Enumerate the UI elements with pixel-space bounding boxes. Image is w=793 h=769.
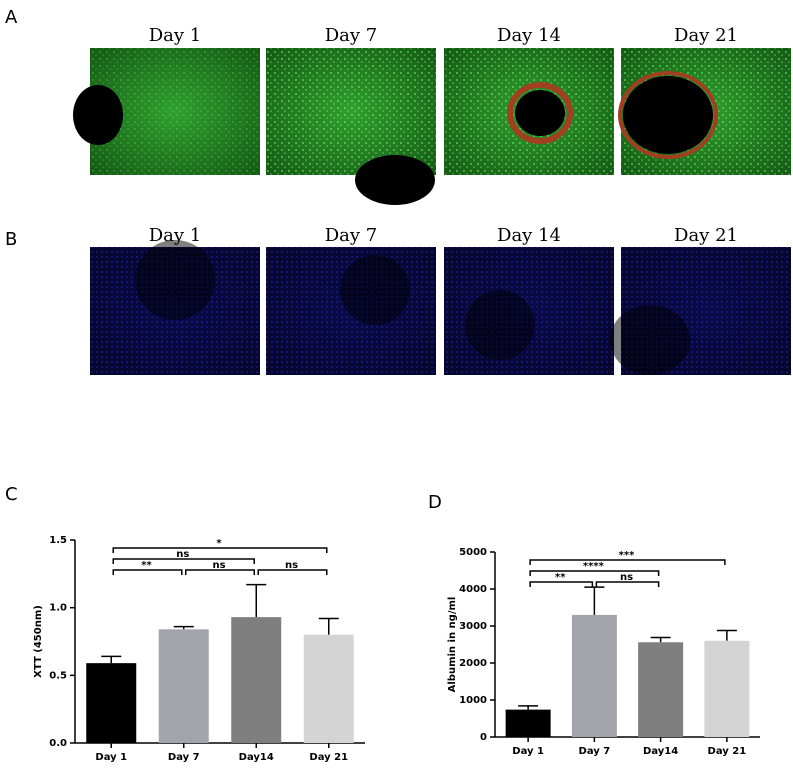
image-title: Day 7 <box>325 25 378 46</box>
x-tick-label: Day14 <box>643 746 678 757</box>
y-axis-label: Albumin in ng/ml <box>447 597 458 693</box>
image-title: Day 14 <box>497 225 561 246</box>
significance-label: ns <box>212 560 225 571</box>
y-tick-label: 2000 <box>459 658 487 669</box>
y-tick-label: 1.0 <box>49 603 67 614</box>
image-title: Day 7 <box>325 225 378 246</box>
significance-bracket <box>529 570 660 576</box>
y-tick-label: 0 <box>480 732 487 743</box>
y-tick-label: 3000 <box>459 621 487 632</box>
y-tick-label: 5000 <box>459 547 487 558</box>
bar <box>704 640 750 737</box>
image-title: Day 21 <box>674 225 738 246</box>
bar <box>505 709 551 737</box>
significance-label: ns <box>620 572 633 583</box>
image-title: Day 1 <box>149 225 202 246</box>
significance-label: ns <box>285 560 298 571</box>
y-tick-label: 1.5 <box>49 535 67 546</box>
significance-label: ns <box>176 549 189 560</box>
x-tick-label: Day 1 <box>512 746 544 757</box>
x-tick-label: Day 7 <box>579 746 611 757</box>
y-axis-label: XTT (450nm) <box>33 605 44 678</box>
x-tick-label: Day 7 <box>168 752 200 763</box>
bar <box>158 629 209 743</box>
x-tick-label: Day 1 <box>95 752 127 763</box>
panel-letter: A <box>5 7 18 28</box>
significance-bracket <box>112 569 183 575</box>
significance-label: *** <box>619 550 635 561</box>
significance-label: **** <box>583 561 605 572</box>
panel-letter: C <box>5 484 18 505</box>
significance-bracket <box>595 581 660 587</box>
image-title: Day 21 <box>674 25 738 46</box>
x-tick-label: Day 21 <box>309 752 348 763</box>
bar <box>231 617 282 743</box>
y-tick-label: 4000 <box>459 584 487 595</box>
significance-bracket <box>112 558 255 564</box>
image-title: Day 14 <box>497 25 561 46</box>
significance-bracket <box>112 547 328 553</box>
bar <box>303 634 354 743</box>
y-tick-label: 1000 <box>459 695 487 706</box>
panel-letter: B <box>5 229 17 250</box>
panel-letter: D <box>428 492 442 513</box>
y-tick-label: 0.5 <box>49 670 67 681</box>
bar <box>571 614 617 737</box>
significance-label: ** <box>555 572 566 583</box>
bar <box>638 642 684 737</box>
x-tick-label: Day14 <box>239 752 274 763</box>
bar <box>86 663 137 743</box>
significance-bracket <box>529 559 726 565</box>
significance-bracket <box>257 569 328 575</box>
significance-label: ** <box>141 560 152 571</box>
image-title: Day 1 <box>149 25 202 46</box>
panel-a-images <box>73 48 791 205</box>
panel-b-images <box>90 240 791 375</box>
x-tick-label: Day 21 <box>708 746 747 757</box>
significance-bracket <box>529 581 594 587</box>
significance-bracket <box>185 569 255 575</box>
significance-label: * <box>216 538 222 549</box>
y-tick-label: 0.0 <box>49 738 67 749</box>
